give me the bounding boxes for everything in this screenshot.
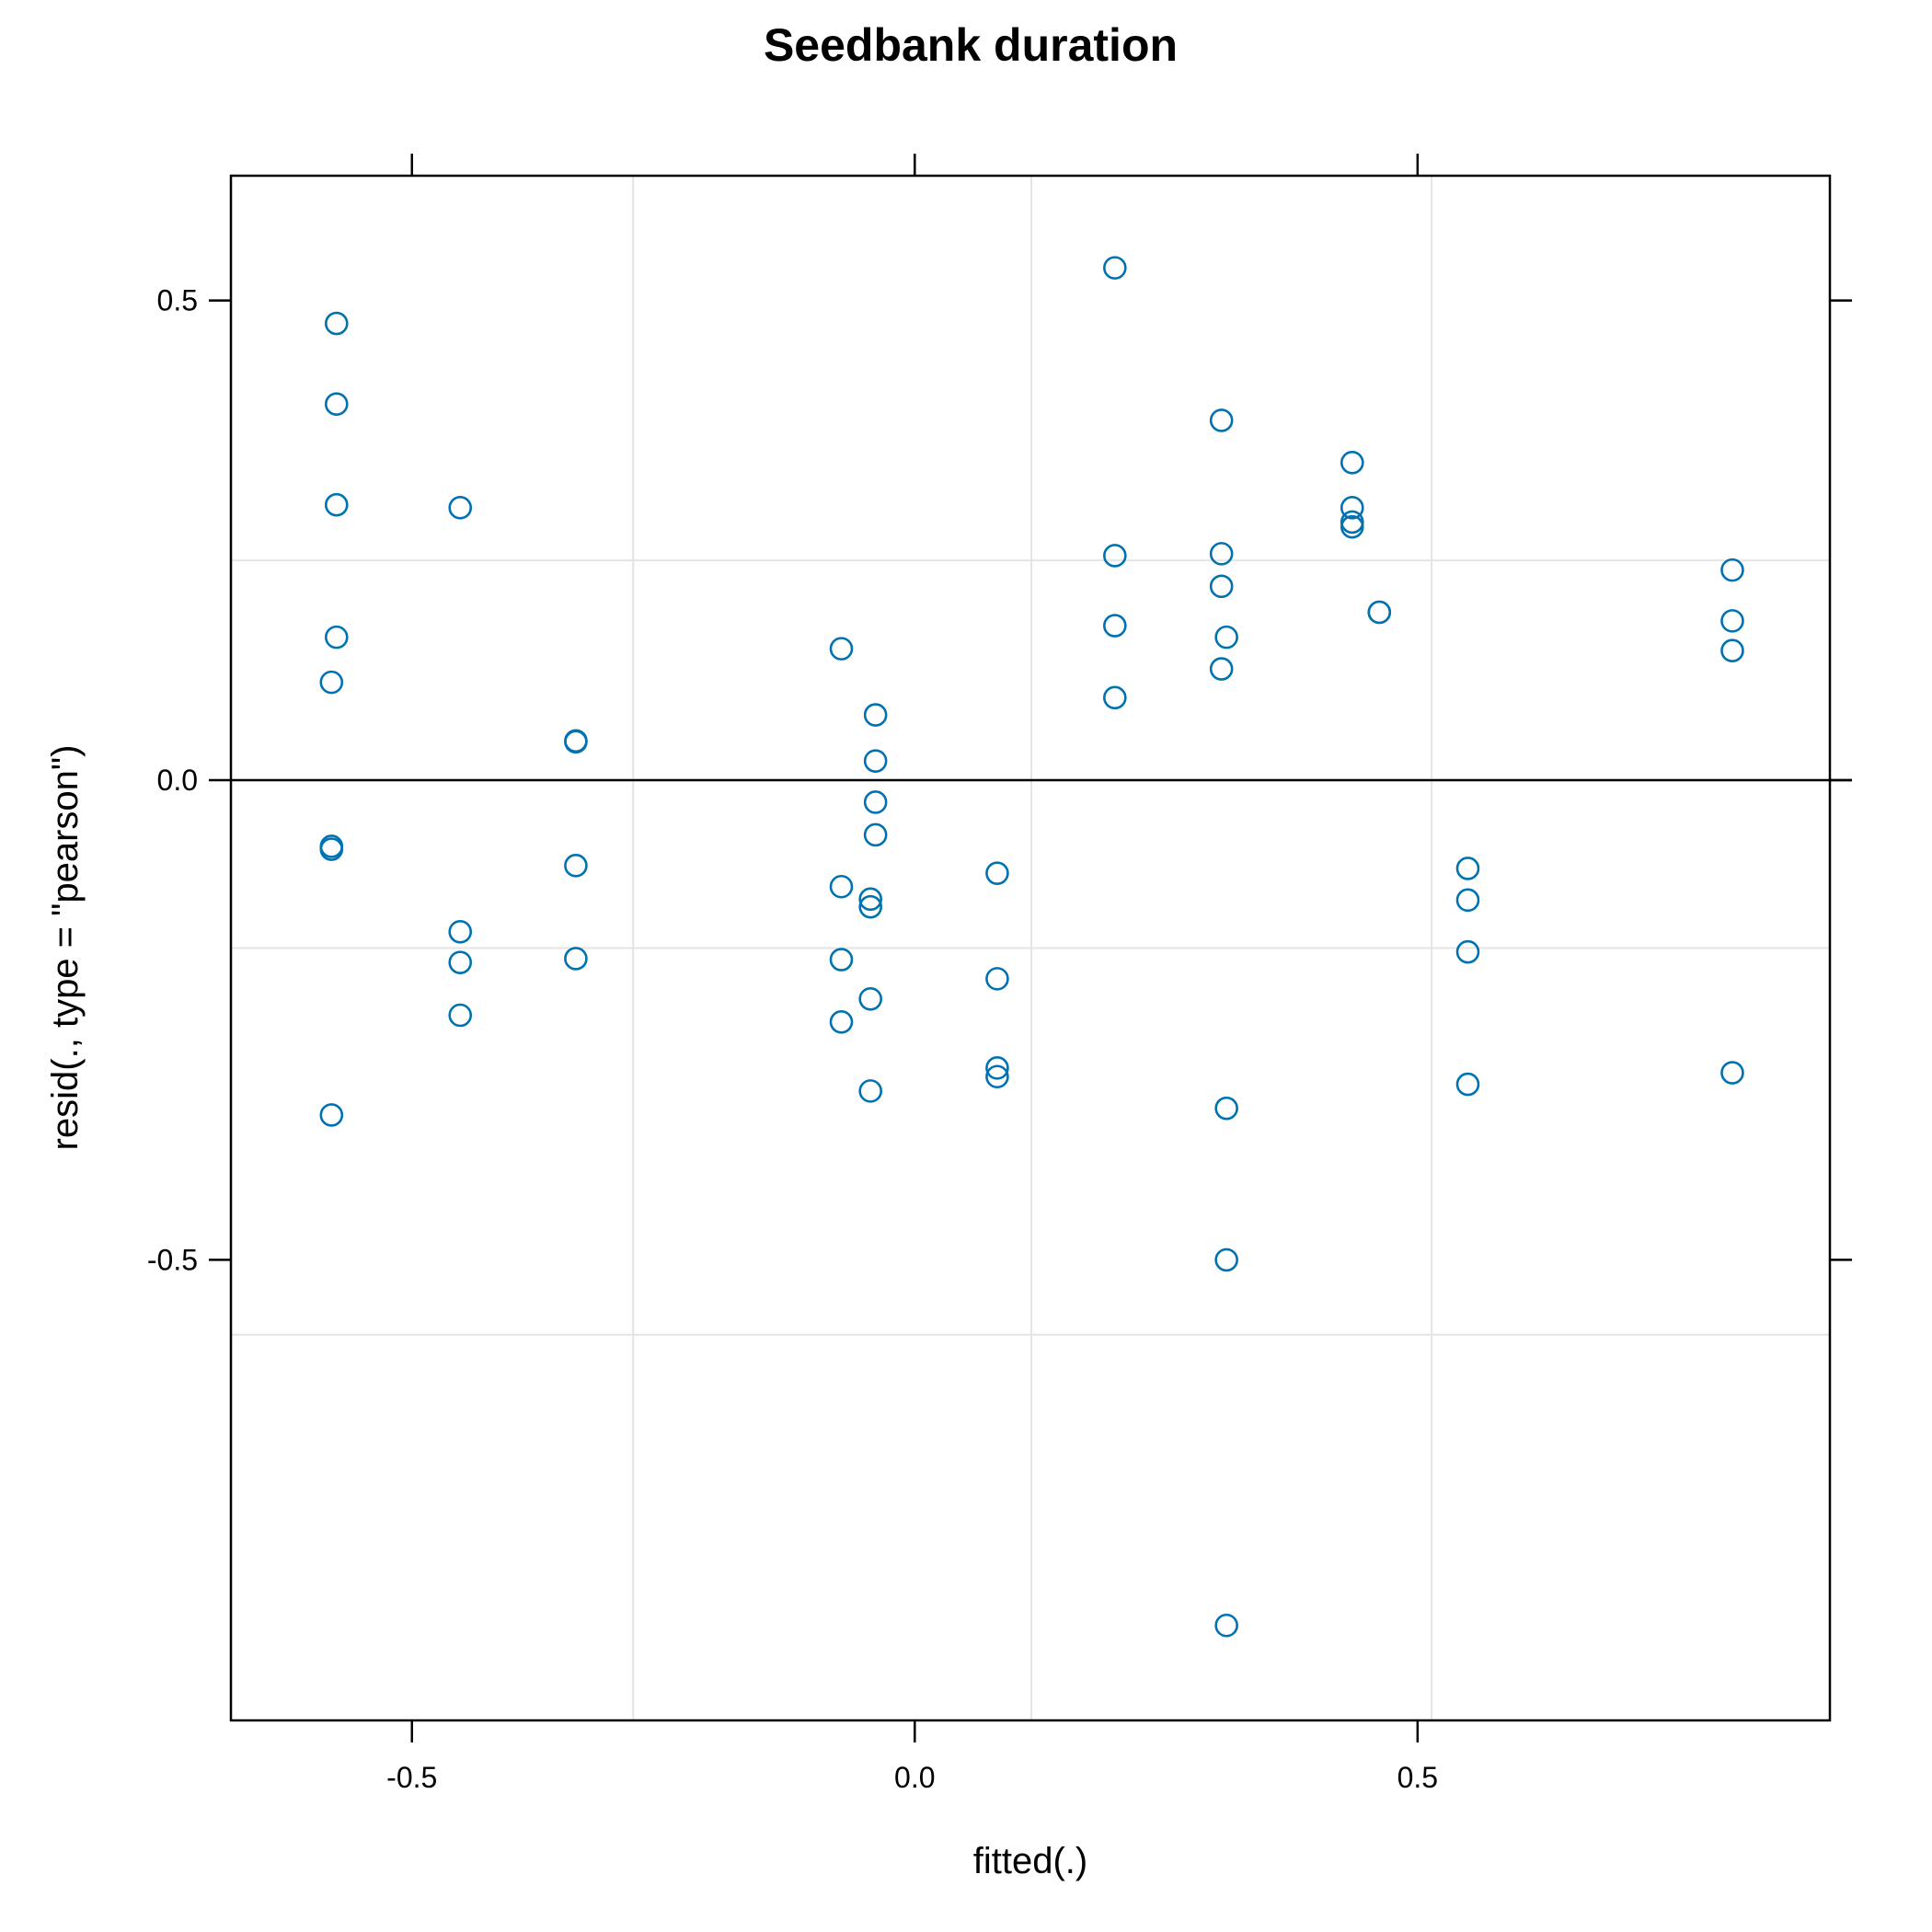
data-point (1340, 496, 1364, 520)
x-tick-label: -0.5 (386, 1761, 437, 1794)
data-point (863, 749, 888, 773)
y-tick-label: 0.0 (157, 764, 198, 797)
data-point (1214, 1096, 1238, 1121)
data-point (858, 887, 883, 912)
data-point (1455, 1072, 1480, 1097)
data-point (448, 1003, 473, 1028)
data-point (1209, 657, 1234, 681)
data-point (319, 837, 344, 861)
data-point (319, 1103, 344, 1127)
data-point (448, 496, 473, 520)
data-point (1209, 408, 1234, 432)
data-point (324, 625, 349, 650)
data-point (1214, 1613, 1238, 1638)
data-point (1720, 638, 1744, 663)
data-point (1367, 600, 1392, 625)
data-point (1214, 625, 1238, 650)
x-tick-label: 0.5 (1397, 1761, 1438, 1794)
data-point (1720, 1061, 1744, 1085)
data-point (1103, 256, 1127, 280)
data-point (1340, 451, 1364, 475)
data-point (1720, 609, 1744, 633)
data-point (985, 967, 1009, 991)
data-point (324, 492, 349, 517)
data-point (829, 948, 854, 972)
x-tick-label: 0.0 (894, 1761, 935, 1794)
data-point (1103, 614, 1127, 638)
data-point (829, 1010, 854, 1034)
data-points (319, 256, 1744, 1638)
data-point (319, 670, 344, 695)
x-axis-label: fitted(.) (973, 1841, 1087, 1881)
y-axis-label: resid(., type = "pearson") (45, 745, 86, 1151)
data-point (863, 822, 888, 847)
data-point (1340, 514, 1364, 539)
y-tick-label: 0.5 (157, 284, 198, 317)
x-axis-ticks: -0.5 0.0 0.5 (386, 154, 1438, 1794)
data-point (448, 950, 473, 974)
data-point (1103, 685, 1127, 710)
data-point (985, 1056, 1009, 1080)
plot-frame (229, 174, 1832, 1722)
data-point (1720, 558, 1744, 582)
data-point (1214, 1248, 1238, 1272)
data-point (1455, 939, 1480, 964)
data-point (829, 637, 854, 661)
grid-lines (231, 176, 1830, 1720)
data-point (564, 947, 588, 971)
data-point (858, 1079, 883, 1103)
data-point (1209, 542, 1234, 566)
chart-title: Seedbank duration (764, 19, 1178, 71)
data-point (858, 986, 883, 1011)
data-point (858, 894, 883, 919)
data-point (863, 703, 888, 727)
data-point (985, 1064, 1009, 1089)
data-point (1455, 857, 1480, 880)
y-tick-label: -0.5 (147, 1243, 198, 1276)
data-point (985, 861, 1009, 885)
data-point (1455, 888, 1480, 913)
data-point (564, 730, 588, 754)
y-axis-ticks: -0.5 0.0 0.5 (147, 284, 1852, 1276)
data-point (324, 311, 349, 336)
data-point (863, 790, 888, 814)
data-point (564, 854, 588, 878)
data-point (1209, 574, 1234, 599)
data-point (1103, 544, 1127, 568)
data-point (324, 392, 349, 417)
data-point (829, 874, 854, 899)
data-point (448, 919, 473, 944)
